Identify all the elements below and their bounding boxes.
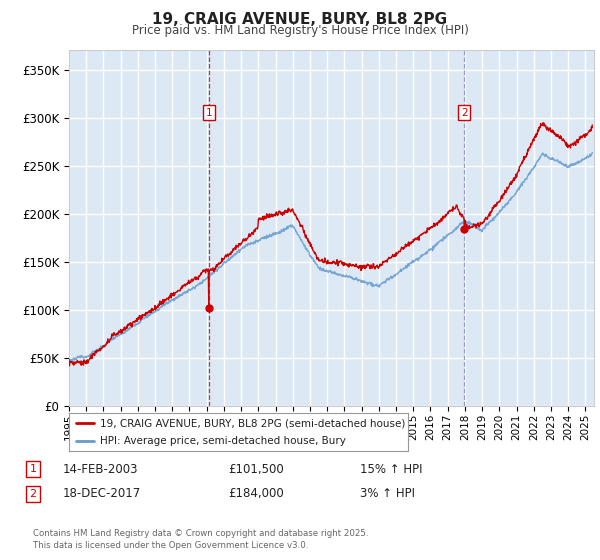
Text: £184,000: £184,000 <box>228 487 284 501</box>
Text: 14-FEB-2003: 14-FEB-2003 <box>63 463 139 476</box>
Text: 2: 2 <box>461 108 467 118</box>
Text: £101,500: £101,500 <box>228 463 284 476</box>
Text: 3% ↑ HPI: 3% ↑ HPI <box>360 487 415 501</box>
Text: 1: 1 <box>205 108 212 118</box>
Text: 1: 1 <box>29 464 37 474</box>
Text: 2: 2 <box>29 489 37 499</box>
Text: HPI: Average price, semi-detached house, Bury: HPI: Average price, semi-detached house,… <box>100 436 346 446</box>
Text: 18-DEC-2017: 18-DEC-2017 <box>63 487 141 501</box>
Text: 15% ↑ HPI: 15% ↑ HPI <box>360 463 422 476</box>
Text: Contains HM Land Registry data © Crown copyright and database right 2025.
This d: Contains HM Land Registry data © Crown c… <box>33 529 368 550</box>
Text: 19, CRAIG AVENUE, BURY, BL8 2PG (semi-detached house): 19, CRAIG AVENUE, BURY, BL8 2PG (semi-de… <box>100 418 405 428</box>
Text: 19, CRAIG AVENUE, BURY, BL8 2PG: 19, CRAIG AVENUE, BURY, BL8 2PG <box>152 12 448 27</box>
Text: Price paid vs. HM Land Registry's House Price Index (HPI): Price paid vs. HM Land Registry's House … <box>131 24 469 36</box>
